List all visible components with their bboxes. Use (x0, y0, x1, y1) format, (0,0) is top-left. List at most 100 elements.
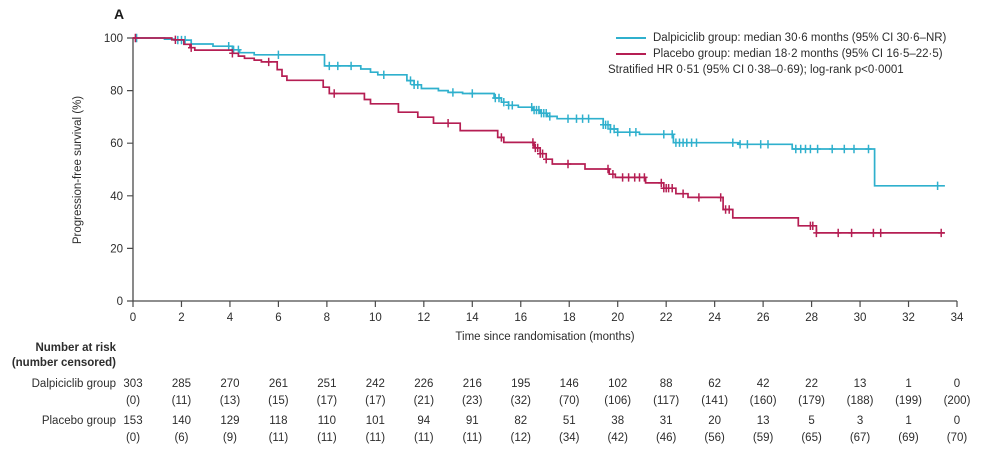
at-risk-value: 140 (171, 415, 192, 427)
at-risk-row-label-placebo: Placebo group (41, 415, 116, 427)
at-risk-censored-value: (17) (316, 395, 338, 407)
x-tick-label: 0 (130, 312, 136, 324)
at-risk-value: 42 (756, 378, 770, 390)
at-risk-value: 129 (220, 415, 240, 427)
x-tick-label: 8 (324, 312, 330, 324)
hr-note-text: Stratified HR 0·51 (95% CI 0·38–0·69); l… (608, 64, 904, 76)
at-risk-censored-value: (9) (222, 432, 237, 444)
y-tick-label: 60 (110, 138, 123, 150)
axis-ticks (127, 37, 958, 307)
at-risk-censored-value: (11) (462, 432, 483, 444)
censor-marks-placebo (132, 33, 945, 238)
x-tick-label: 16 (514, 312, 527, 324)
x-tick-label: 4 (227, 312, 234, 324)
at-risk-value: 94 (417, 415, 431, 427)
at-risk-censored-value: (15) (268, 395, 289, 407)
at-risk-value: 20 (708, 415, 722, 427)
x-tick-label: 10 (369, 312, 382, 324)
placebo-line-swatch (616, 53, 646, 55)
x-tick-label: 14 (466, 312, 479, 324)
at-risk-value: 110 (317, 415, 337, 427)
at-risk-value: 261 (268, 378, 288, 390)
at-risk-censored-value: (11) (268, 432, 289, 444)
at-risk-value: 1 (905, 378, 912, 390)
at-risk-censored-value: (17) (365, 395, 386, 407)
at-risk-value: 285 (171, 378, 192, 390)
at-risk-censored-value: (6) (174, 432, 189, 444)
at-risk-value: 62 (708, 378, 722, 390)
at-risk-value: 1 (905, 415, 912, 427)
at-risk-value: 38 (611, 415, 625, 427)
at-risk-censored-value: (200) (943, 395, 971, 407)
at-risk-value: 91 (465, 415, 479, 427)
at-risk-censored-value: (0) (125, 432, 141, 444)
at-risk-value: 270 (220, 378, 240, 390)
at-risk-censored-value: (179) (798, 395, 825, 407)
at-risk-value: 303 (123, 378, 143, 390)
at-risk-censored-value: (11) (317, 432, 337, 444)
at-risk-value: 102 (608, 378, 628, 390)
at-risk-censored-value: (70) (559, 395, 580, 407)
at-risk-censored-value: (11) (414, 432, 434, 444)
x-tick-label: 22 (660, 312, 673, 324)
at-risk-value: 22 (805, 378, 818, 390)
x-tick-label: 34 (951, 312, 964, 324)
at-risk-value: 51 (562, 415, 576, 427)
y-tick-label: 100 (104, 33, 123, 45)
y-tick-label: 20 (110, 243, 123, 255)
at-risk-censored-value: (199) (895, 395, 922, 407)
x-tick-label: 32 (902, 312, 915, 324)
at-risk-censored-value: (106) (604, 395, 632, 407)
x-tick-label: 26 (757, 312, 770, 324)
at-risk-header: Number at risk (35, 342, 116, 354)
x-tick-label: 2 (178, 312, 184, 324)
at-risk-censored-value: (188) (846, 395, 874, 407)
at-risk-value: 118 (269, 415, 288, 427)
legend-item-dalpiciclib: Dalpiciclib group: median 30·6 months (9… (608, 30, 946, 46)
dalpiciclib-line-swatch (616, 37, 646, 39)
at-risk-value: 13 (853, 378, 867, 390)
at-risk-censored-value: (160) (749, 395, 777, 407)
legend-label-placebo: Placebo group: median 18·2 months (95% C… (653, 48, 943, 60)
at-risk-censored-value: (70) (946, 432, 968, 444)
at-risk-censored-value: (21) (413, 395, 435, 407)
at-risk-censored-value: (141) (701, 395, 729, 407)
x-tick-label: 28 (805, 312, 818, 324)
at-risk-censored-value: (11) (365, 432, 386, 444)
at-risk-censored-value: (23) (462, 395, 483, 407)
at-risk-censored-value: (13) (219, 395, 241, 407)
at-risk-censored-value: (46) (655, 432, 677, 444)
at-risk-value: 5 (808, 415, 815, 427)
at-risk-censored-value: (32) (510, 395, 531, 407)
x-tick-label: 18 (563, 312, 576, 324)
at-risk-censored-value: (65) (801, 432, 822, 444)
at-risk-value: 101 (365, 415, 385, 427)
at-risk-value: 3 (856, 415, 864, 427)
at-risk-censored-value: (67) (849, 432, 871, 444)
legend: Dalpiciclib group: median 30·6 months (9… (608, 30, 946, 78)
x-tick-label: 24 (708, 312, 721, 324)
at-risk-value: 195 (511, 378, 531, 390)
at-risk-censored-value: (117) (653, 395, 680, 407)
y-tick-label: 40 (110, 191, 123, 203)
panel-label: A (114, 6, 125, 22)
y-tick-label: 80 (110, 86, 123, 98)
legend-item-placebo: Placebo group: median 18·2 months (95% C… (608, 46, 946, 62)
at-risk-value: 31 (659, 415, 673, 427)
legend-label-dalpiciclib: Dalpiciclib group: median 30·6 months (9… (653, 32, 947, 44)
x-tick-label: 12 (417, 312, 430, 324)
x-tick-label: 6 (275, 312, 281, 324)
at-risk-value: 0 (953, 415, 961, 427)
at-risk-value: 226 (414, 378, 434, 390)
at-risk-censored-value: (12) (510, 432, 531, 444)
at-risk-censored-value: (11) (171, 395, 192, 407)
at-risk-subheader: (number censored) (11, 357, 116, 369)
at-risk-censored-value: (69) (898, 432, 919, 444)
at-risk-value: 13 (756, 415, 770, 427)
at-risk-censored-value: (42) (607, 432, 628, 444)
x-axis-label: Time since randomisation (months) (455, 331, 635, 343)
y-axis-label: Progression-free survival (%) (72, 95, 84, 245)
at-risk-value: 153 (123, 415, 143, 427)
